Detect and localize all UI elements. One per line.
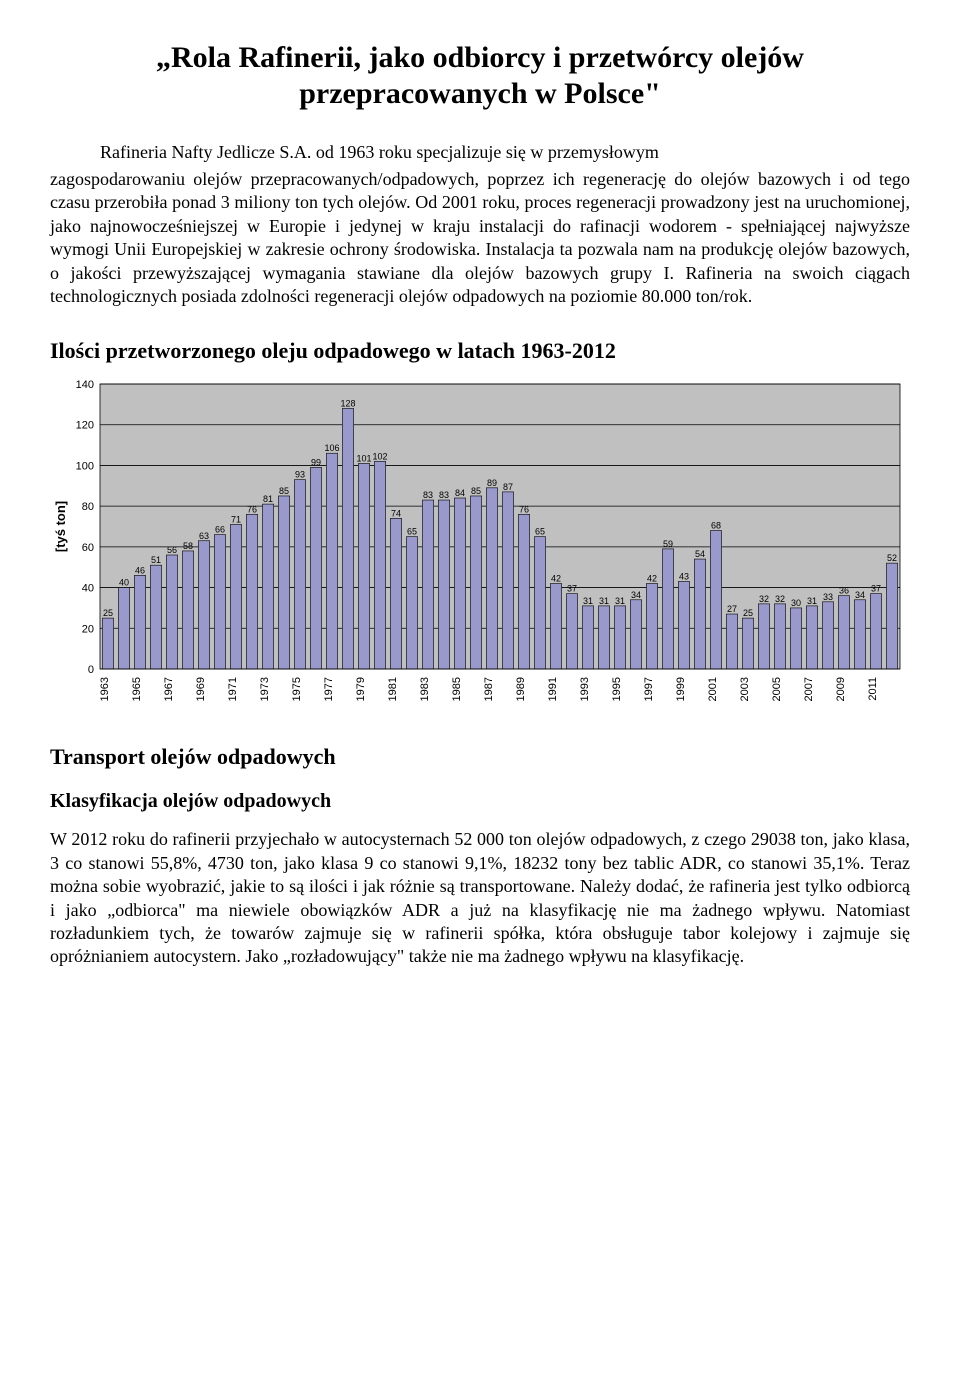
svg-text:65: 65 xyxy=(535,527,545,537)
svg-text:32: 32 xyxy=(775,594,785,604)
svg-text:65: 65 xyxy=(407,527,417,537)
svg-text:58: 58 xyxy=(183,541,193,551)
svg-text:74: 74 xyxy=(391,509,401,519)
svg-text:1969: 1969 xyxy=(195,677,207,701)
svg-text:101: 101 xyxy=(356,454,371,464)
svg-text:56: 56 xyxy=(167,545,177,555)
svg-text:66: 66 xyxy=(215,525,225,535)
svg-text:34: 34 xyxy=(631,590,641,600)
svg-text:42: 42 xyxy=(551,574,561,584)
svg-text:1971: 1971 xyxy=(227,677,239,701)
svg-text:2007: 2007 xyxy=(803,677,815,701)
svg-text:1987: 1987 xyxy=(483,677,495,701)
svg-text:1975: 1975 xyxy=(291,677,303,701)
svg-text:33: 33 xyxy=(823,592,833,602)
svg-text:81: 81 xyxy=(263,494,273,504)
svg-text:2001: 2001 xyxy=(707,677,719,701)
svg-text:1965: 1965 xyxy=(131,677,143,701)
intro-body: zagospodarowaniu olejów przepracowanych/… xyxy=(50,168,910,308)
svg-text:40: 40 xyxy=(119,578,129,588)
svg-text:[tyś ton]: [tyś ton] xyxy=(53,501,68,552)
svg-text:37: 37 xyxy=(871,584,881,594)
svg-text:120: 120 xyxy=(76,420,94,432)
svg-text:93: 93 xyxy=(295,470,305,480)
svg-text:128: 128 xyxy=(340,399,355,409)
svg-text:46: 46 xyxy=(135,566,145,576)
svg-text:84: 84 xyxy=(455,488,465,498)
svg-text:31: 31 xyxy=(599,596,609,606)
svg-text:85: 85 xyxy=(471,486,481,496)
intro-company-line: Rafineria Nafty Jedlicze S.A. od 1963 ro… xyxy=(50,142,910,163)
chart-heading: Ilości przetworzonego oleju odpadowego w… xyxy=(50,338,910,364)
svg-text:2003: 2003 xyxy=(739,677,751,701)
svg-text:63: 63 xyxy=(199,531,209,541)
transport-heading: Transport olejów odpadowych xyxy=(50,744,910,770)
svg-text:80: 80 xyxy=(82,501,94,513)
svg-text:76: 76 xyxy=(519,505,529,515)
svg-text:25: 25 xyxy=(743,608,753,618)
svg-text:99: 99 xyxy=(311,458,321,468)
svg-text:68: 68 xyxy=(711,521,721,531)
svg-text:59: 59 xyxy=(663,539,673,549)
svg-text:25: 25 xyxy=(103,608,113,618)
svg-text:1985: 1985 xyxy=(451,677,463,701)
svg-text:83: 83 xyxy=(439,490,449,500)
chart-container: 0 20 40 60 80 100 120 140 [tyś ton] 25 40 46 51 56 58 6… xyxy=(50,374,910,714)
svg-text:89: 89 xyxy=(487,478,497,488)
svg-text:100: 100 xyxy=(76,461,94,473)
svg-text:30: 30 xyxy=(791,598,801,608)
svg-text:31: 31 xyxy=(615,596,625,606)
svg-text:1963: 1963 xyxy=(99,677,111,701)
svg-text:43: 43 xyxy=(679,572,689,582)
page-title: „Rola Rafinerii, jako odbiorcy i przetwó… xyxy=(50,40,910,112)
svg-text:52: 52 xyxy=(887,553,897,563)
svg-text:1999: 1999 xyxy=(675,677,687,701)
svg-text:60: 60 xyxy=(82,542,94,554)
svg-text:51: 51 xyxy=(151,556,161,566)
svg-text:2011: 2011 xyxy=(867,677,879,701)
svg-text:2009: 2009 xyxy=(835,677,847,701)
svg-text:2005: 2005 xyxy=(771,677,783,701)
svg-text:1989: 1989 xyxy=(515,677,527,701)
svg-text:1979: 1979 xyxy=(355,677,367,701)
svg-text:20: 20 xyxy=(82,624,94,636)
svg-text:1997: 1997 xyxy=(643,677,655,701)
svg-text:37: 37 xyxy=(567,584,577,594)
svg-text:140: 140 xyxy=(76,379,94,391)
svg-text:32: 32 xyxy=(759,594,769,604)
svg-text:1983: 1983 xyxy=(419,677,431,701)
svg-text:54: 54 xyxy=(695,549,705,559)
svg-text:1993: 1993 xyxy=(579,677,591,701)
svg-text:1977: 1977 xyxy=(323,677,335,701)
svg-text:34: 34 xyxy=(855,590,865,600)
svg-text:40: 40 xyxy=(82,583,94,595)
svg-text:27: 27 xyxy=(727,604,737,614)
svg-text:1967: 1967 xyxy=(163,677,175,701)
svg-text:85: 85 xyxy=(279,486,289,496)
svg-text:71: 71 xyxy=(231,515,241,525)
svg-text:1973: 1973 xyxy=(259,677,271,701)
bar-chart: 0 20 40 60 80 100 120 140 [tyś ton] 25 40 46 51 56 58 6… xyxy=(50,374,910,714)
svg-text:76: 76 xyxy=(247,505,257,515)
svg-text:31: 31 xyxy=(807,596,817,606)
svg-text:102: 102 xyxy=(372,452,387,462)
classification-heading: Klasyfikacja olejów odpadowych xyxy=(50,790,910,813)
svg-text:31: 31 xyxy=(583,596,593,606)
svg-text:1995: 1995 xyxy=(611,677,623,701)
svg-text:1991: 1991 xyxy=(547,677,559,701)
svg-text:36: 36 xyxy=(839,586,849,596)
svg-text:0: 0 xyxy=(88,664,94,676)
svg-text:1981: 1981 xyxy=(387,677,399,701)
svg-text:42: 42 xyxy=(647,574,657,584)
classification-body: W 2012 roku do rafinerii przyjechało w a… xyxy=(50,828,910,968)
svg-text:87: 87 xyxy=(503,482,513,492)
svg-text:106: 106 xyxy=(324,444,339,454)
svg-text:83: 83 xyxy=(423,490,433,500)
